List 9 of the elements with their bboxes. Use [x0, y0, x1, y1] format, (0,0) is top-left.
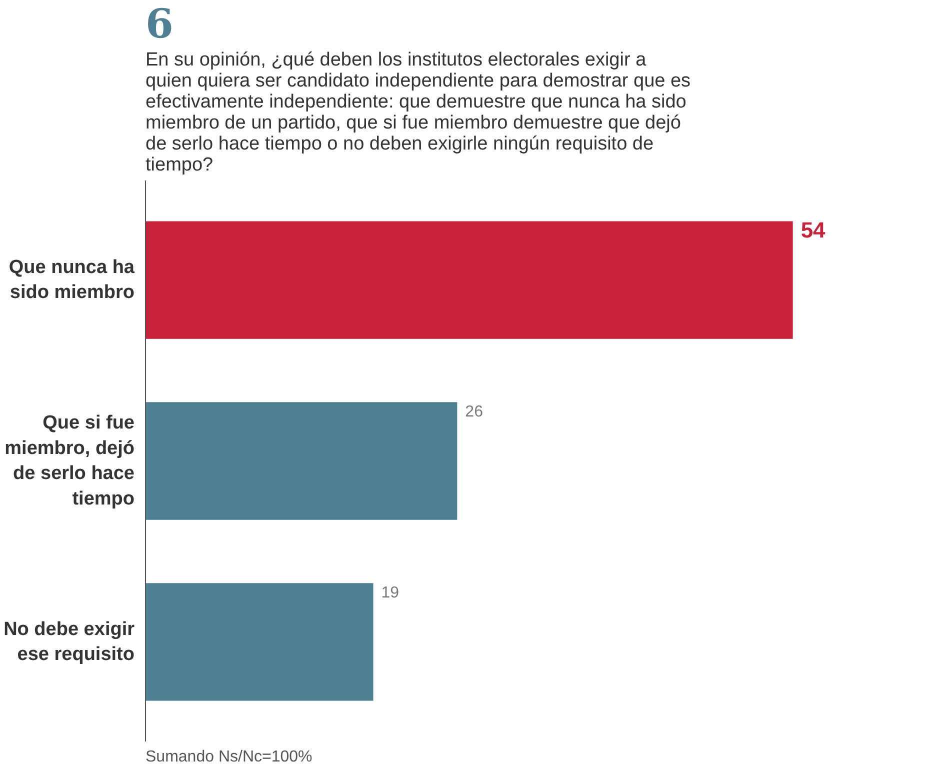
y-tick-label: Que nunca ha sido miembro — [8, 256, 135, 304]
data-label: 19 — [381, 584, 400, 602]
y-tick-label: Que si fue miembro, dejó de serlo hace tiempo — [4, 412, 135, 510]
text: 6 — [146, 0, 174, 48]
data-label: 26 — [465, 403, 484, 420]
data-label: 54 — [800, 217, 826, 242]
text: Sumando Ns/Nc=100% — [146, 748, 312, 766]
chart-title: En su opinión, ¿qué deben los institutos electorales exigir a quien quiera ser candidato independiente para demostrar que es efectivamente independiente: que demuestre que nunca ha sido miembro de un partido, que si fue miembro demuestre que dejó de serlo hace tiempo o no deben exigirle ningún requisito de tiempo? — [146, 50, 691, 176]
y-tick-label: No debe exigir ese requisito — [4, 618, 136, 666]
